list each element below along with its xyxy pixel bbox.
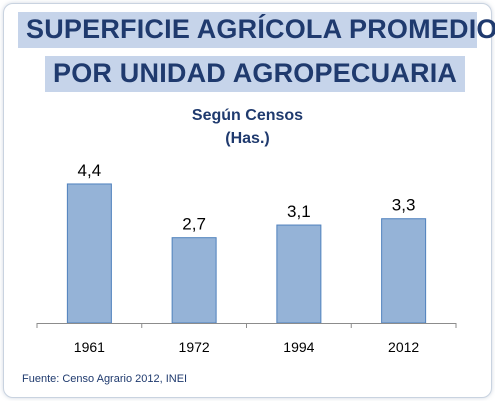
chart-subtitle-line-1: Según Censos bbox=[191, 107, 304, 124]
bar-2012 bbox=[381, 218, 427, 324]
x-tick-label-2012: 2012 bbox=[388, 339, 419, 355]
bar-1961 bbox=[66, 183, 112, 324]
source-note: Fuente: Censo Agrario 2012, INEI bbox=[22, 373, 188, 385]
bar-1994 bbox=[276, 224, 322, 324]
x-tick-label-1961: 1961 bbox=[74, 339, 105, 355]
x-tick-label-1994: 1994 bbox=[283, 339, 314, 355]
data-label-1961: 4,4 bbox=[78, 161, 102, 180]
chart-subtitle-line-2: (Has.) bbox=[225, 130, 270, 147]
bar-1972 bbox=[171, 237, 217, 324]
chart-title-line-2: POR UNIDAD AGROPECUARIA bbox=[45, 56, 465, 92]
x-tick-label-1972: 1972 bbox=[179, 339, 210, 355]
data-label-2012: 3,3 bbox=[392, 196, 416, 215]
data-label-1972: 2,7 bbox=[182, 215, 206, 234]
data-label-1994: 3,1 bbox=[287, 202, 311, 221]
chart-title-line-1: SUPERFICIE AGRÍCOLA PROMEDIO bbox=[18, 12, 495, 48]
